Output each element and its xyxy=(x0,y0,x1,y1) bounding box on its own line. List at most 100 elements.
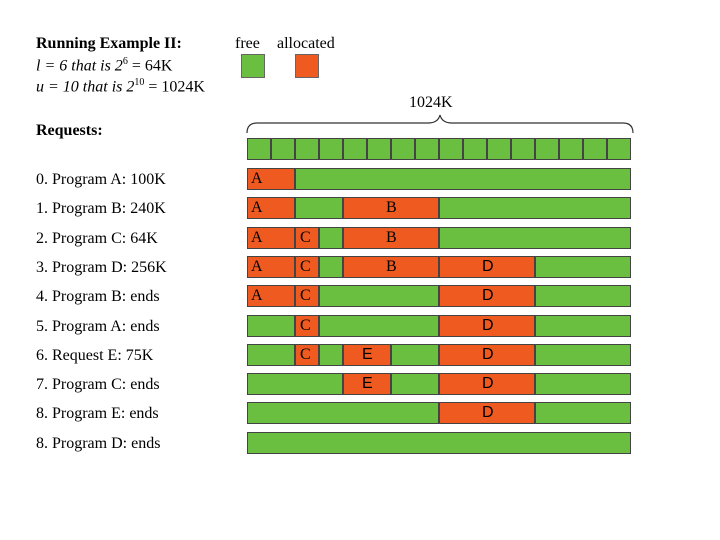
allocated-block xyxy=(295,285,319,308)
free-block xyxy=(247,373,343,396)
memory-block-cell xyxy=(391,138,415,160)
u-expression: u = 10 that is 2 xyxy=(36,78,135,96)
free-block xyxy=(391,343,439,366)
block-label: B xyxy=(386,228,397,246)
allocated-block xyxy=(295,255,319,278)
requests-heading: Requests: xyxy=(36,122,103,139)
request-item: 2. Program C: 64K xyxy=(36,229,158,247)
block-label: E xyxy=(362,345,373,363)
free-block xyxy=(319,285,439,308)
free-block xyxy=(247,402,439,425)
free-block xyxy=(319,343,343,366)
allocated-block xyxy=(343,226,439,249)
memory-block-cell xyxy=(559,138,583,160)
free-block xyxy=(535,402,631,425)
request-item: 4. Program B: ends xyxy=(36,288,160,306)
free-block xyxy=(439,226,631,249)
allocated-block xyxy=(295,226,319,249)
allocated-block xyxy=(439,402,535,425)
block-label: A xyxy=(251,199,263,217)
block-label: A xyxy=(251,287,263,305)
block-label: A xyxy=(251,170,263,187)
block-label: D xyxy=(482,287,494,305)
legend-free-label: free xyxy=(235,35,260,52)
allocation-row: D xyxy=(247,402,631,425)
request-item: 8. Program E: ends xyxy=(36,405,159,423)
free-block xyxy=(295,168,631,190)
legend-allocated-swatch xyxy=(295,54,319,78)
block-label: D xyxy=(482,257,494,275)
free-block xyxy=(247,314,295,337)
memory-block-cell xyxy=(535,138,559,160)
allocated-block xyxy=(343,343,391,366)
block-label: B xyxy=(386,199,397,217)
block-label: B xyxy=(386,257,397,275)
lower-bound-line: l = 6 that is 26 = 64K xyxy=(36,56,172,75)
request-item: 0. Program A: 100K xyxy=(36,171,166,188)
request-item: 3. Program D: 256K xyxy=(36,258,167,276)
block-label: D xyxy=(482,375,494,393)
free-block xyxy=(535,314,631,337)
memory-block-cell xyxy=(271,138,295,160)
memory-brace xyxy=(246,114,634,134)
memory-block-cell xyxy=(607,138,631,160)
block-label: C xyxy=(300,316,311,334)
block-label: E xyxy=(362,375,373,393)
free-block xyxy=(319,255,343,278)
request-item: 8. Program D: ends xyxy=(36,434,161,452)
memory-block-cell xyxy=(247,138,271,160)
allocated-block xyxy=(439,343,535,366)
block-label: A xyxy=(251,257,263,275)
memory-block-cell xyxy=(487,138,511,160)
memory-size-label: 1024K xyxy=(409,94,453,111)
allocated-block xyxy=(439,314,535,337)
free-block xyxy=(535,343,631,366)
diagram-title: Running Example II: xyxy=(36,35,182,52)
free-block xyxy=(319,314,439,337)
request-item: 5. Program A: ends xyxy=(36,317,160,335)
memory-block-cell xyxy=(319,138,343,160)
memory-block-cell xyxy=(463,138,487,160)
block-label: D xyxy=(482,404,494,422)
memory-block-cell xyxy=(583,138,607,160)
free-block xyxy=(439,197,631,220)
legend-free-swatch xyxy=(241,54,265,78)
memory-block-cell xyxy=(511,138,535,160)
free-block xyxy=(319,226,343,249)
memory-block-cell xyxy=(367,138,391,160)
memory-block-cell xyxy=(343,138,367,160)
request-item: 1. Program B: 240K xyxy=(36,200,166,218)
allocated-block xyxy=(247,197,295,220)
request-item: 6. Request E: 75K xyxy=(36,346,154,364)
allocated-block xyxy=(343,255,439,278)
allocated-block xyxy=(439,285,535,308)
l-exponent: 6 xyxy=(122,56,128,67)
free-block xyxy=(535,373,631,396)
free-block xyxy=(535,285,631,308)
allocated-block xyxy=(439,255,535,278)
block-label: C xyxy=(300,257,311,275)
block-label: C xyxy=(300,345,311,363)
legend-allocated-label: allocated xyxy=(277,35,335,52)
block-label: A xyxy=(251,228,263,246)
allocated-block xyxy=(343,373,391,396)
block-label: D xyxy=(482,316,494,334)
allocated-block xyxy=(439,373,535,396)
l-expression: l = 6 that is 2 xyxy=(36,57,123,75)
u-result: = 1024K xyxy=(144,78,205,96)
free-block xyxy=(247,431,631,454)
free-block xyxy=(535,255,631,278)
free-block xyxy=(247,343,295,366)
upper-bound-line: u = 10 that is 210 = 1024K xyxy=(36,77,205,96)
memory-block-cell xyxy=(439,138,463,160)
allocated-block xyxy=(343,197,439,220)
block-label: C xyxy=(300,228,311,246)
allocated-block xyxy=(247,255,295,278)
allocated-block xyxy=(295,343,319,366)
allocated-block xyxy=(247,226,295,249)
request-item: 7. Program C: ends xyxy=(36,376,160,394)
